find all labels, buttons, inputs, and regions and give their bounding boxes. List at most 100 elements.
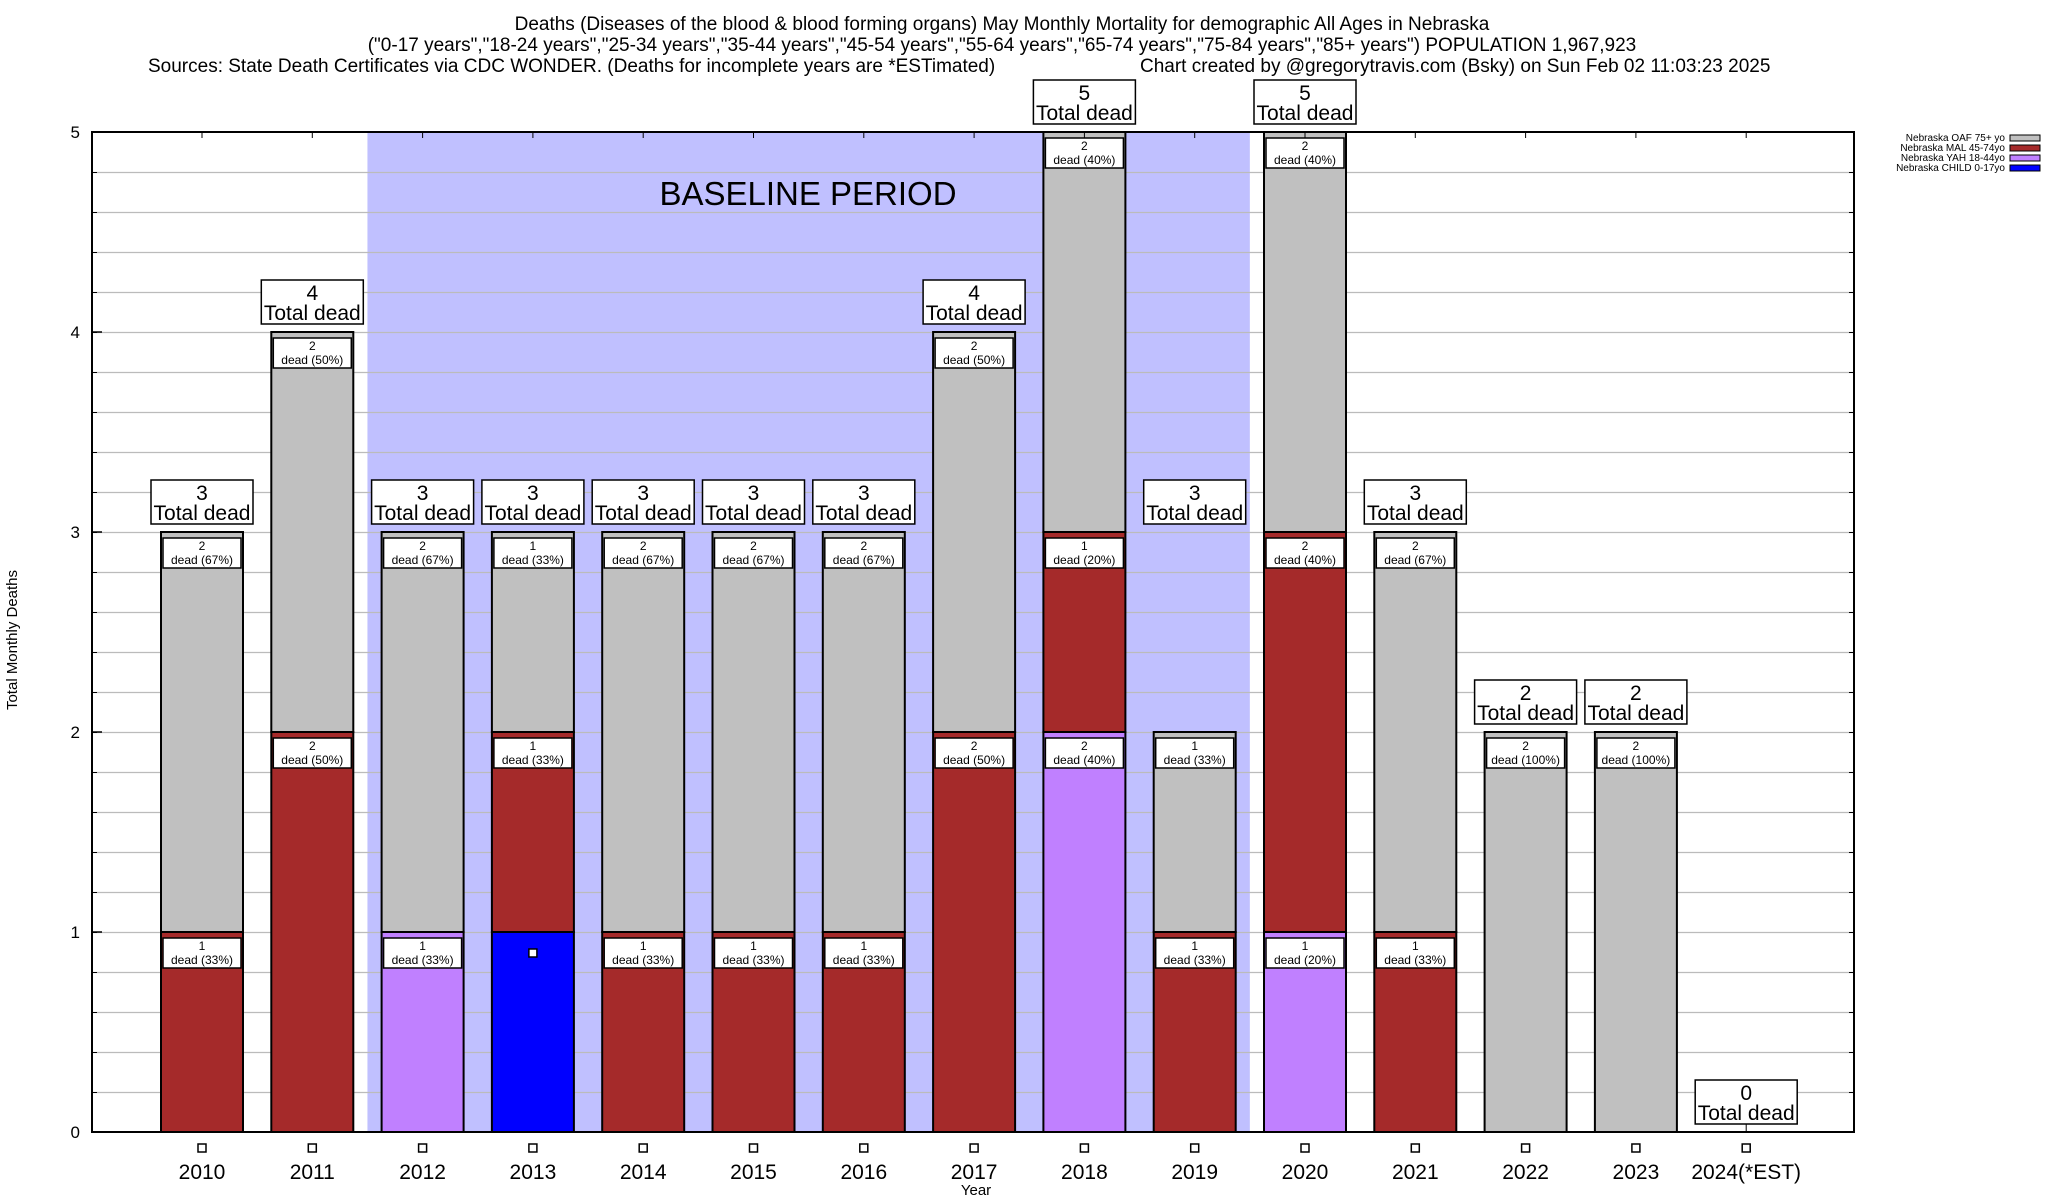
x-point-marker: [1300, 1143, 1310, 1153]
x-tick-label: 2018: [1061, 1161, 1108, 1184]
segment-label-box: [382, 537, 463, 569]
segment-label-percent: dead (100%): [1491, 753, 1560, 767]
segment-label-count: 2: [199, 539, 206, 553]
segment-label-percent: dead (33%): [502, 553, 564, 567]
total-label-suffix: Total dead: [926, 302, 1023, 325]
segment-label-percent: dead (20%): [1274, 953, 1336, 967]
segment-label-count: 1: [1191, 739, 1198, 753]
segment-label-count: 1: [530, 739, 537, 753]
bar-segment-oaf-2020: [1263, 131, 1347, 533]
total-label-box: [150, 479, 254, 525]
x-point-marker: [307, 1143, 318, 1153]
x-point-marker: [1631, 1143, 1641, 1153]
segment-label-percent: dead (67%): [392, 553, 454, 567]
legend-swatch: [2009, 154, 2041, 162]
segment-label-count: 2: [1522, 739, 1529, 753]
baseline-period-label: BASELINE PERIOD: [659, 175, 956, 212]
segment-label-percent: dead (50%): [943, 353, 1005, 367]
total-label-suffix: Total dead: [1257, 102, 1354, 125]
segment-label-count: 2: [309, 339, 316, 353]
y-tick-label: 4: [71, 323, 80, 342]
segment-label-count: 1: [1081, 539, 1088, 553]
segment-label-percent: dead (67%): [171, 553, 233, 567]
segment-label-box: [1154, 737, 1235, 769]
bar-segment-oaf-2018: [1042, 131, 1127, 533]
total-label-box: [1473, 679, 1578, 725]
total-label-suffix: Total dead: [484, 502, 581, 525]
segment-label-percent: dead (100%): [1602, 753, 1671, 767]
legend-item: Nebraska YAH 18-44yo: [1901, 153, 2041, 164]
segment-label-count: 1: [1412, 939, 1419, 953]
segment-label-box: [1044, 737, 1125, 769]
segment-label-count: 2: [750, 539, 757, 553]
segment-label-box: [1265, 537, 1345, 569]
total-label-box: [1363, 479, 1468, 525]
total-label-count: 3: [748, 482, 760, 505]
segment-label-box: [1044, 537, 1125, 569]
total-label-count: 5: [1299, 82, 1311, 105]
total-label-box: [1142, 479, 1247, 525]
child-segment-marker: [528, 948, 538, 958]
segment-label-count: 1: [199, 939, 206, 953]
x-point-marker: [197, 1143, 207, 1153]
bar-segment-mal-2011: [270, 731, 355, 1133]
segment-label-count: 2: [971, 339, 978, 353]
y-tick-label: 0: [71, 1123, 80, 1142]
legend-item: Nebraska MAL 45-74yo: [1900, 143, 2041, 154]
bar-segment-oaf-2012: [380, 531, 465, 933]
bar-segment-oaf-2014: [601, 531, 686, 933]
segment-label-percent: dead (40%): [1053, 153, 1115, 167]
legend-label: Nebraska YAH 18-44yo: [1901, 153, 2006, 164]
x-tick-label: 2014: [620, 1161, 667, 1184]
total-label-suffix: Total dead: [374, 502, 471, 525]
chart-sources-line: Sources: State Death Certificates via CD…: [0, 56, 1770, 119]
total-label-box: [922, 279, 1026, 325]
bar-segment-mal-2017: [932, 731, 1017, 1133]
axes: [91, 131, 1855, 1133]
x-point-marker: [638, 1143, 648, 1153]
segment-label-percent: dead (50%): [943, 753, 1005, 767]
segment-label-count: 2: [1081, 139, 1088, 153]
segment-label-count: 1: [1191, 939, 1198, 953]
total-label-count: 2: [1630, 682, 1642, 705]
total-label-box: [1032, 79, 1137, 125]
x-tick-label: 2021: [1392, 1161, 1439, 1184]
segment-label-percent: dead (40%): [1274, 153, 1336, 167]
segment-label-percent: dead (67%): [722, 553, 784, 567]
segment-label-count: 2: [1302, 539, 1309, 553]
segment-label-percent: dead (33%): [171, 953, 233, 967]
x-tick-label: 2024(*EST): [1691, 1161, 1801, 1184]
segment-label-percent: dead (67%): [1384, 553, 1446, 567]
bar-segment-oaf-2023: [1593, 731, 1678, 1133]
total-label-suffix: Total dead: [1698, 1102, 1795, 1125]
segment-label-box: [1375, 537, 1456, 569]
total-label-suffix: Total dead: [1146, 502, 1243, 525]
x-point-marker: [859, 1143, 869, 1153]
x-tick-label: 2017: [951, 1161, 998, 1184]
segment-label-count: 2: [971, 739, 978, 753]
segment-label-box: [603, 937, 683, 969]
x-tick-label: 2020: [1282, 1161, 1329, 1184]
segment-label-box: [1375, 937, 1456, 969]
plot-frame: [91, 131, 1855, 1133]
total-label-suffix: Total dead: [815, 502, 912, 525]
legend-swatch: [2009, 164, 2041, 172]
total-label-suffix: Total dead: [705, 502, 802, 525]
